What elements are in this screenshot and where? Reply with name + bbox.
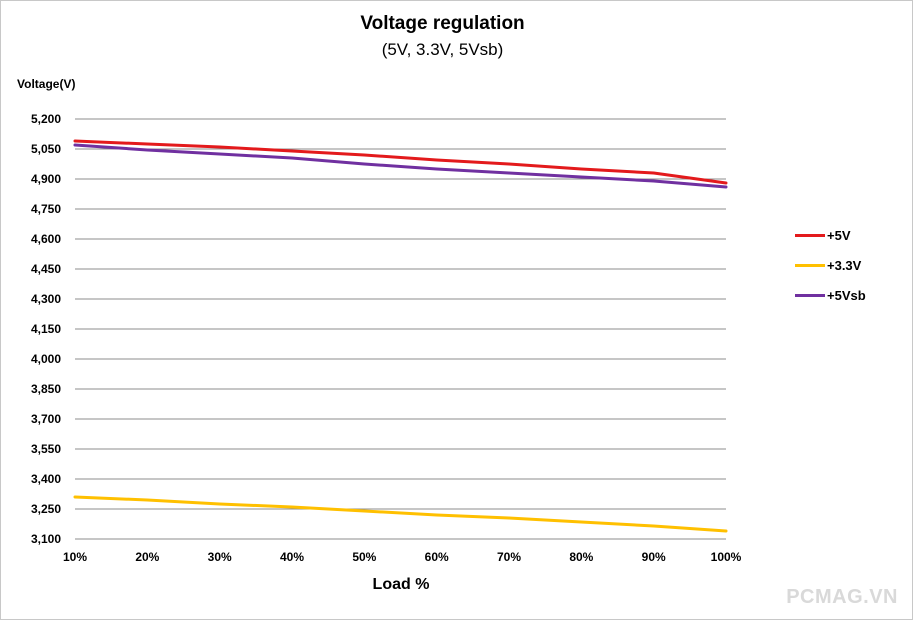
chart-subtitle: (5V, 3.3V, 5Vsb) <box>381 40 504 59</box>
y-tick-label: 3,550 <box>31 442 61 456</box>
y-tick-label: 3,700 <box>31 412 61 426</box>
legend-label-5vsb: +5Vsb <box>827 288 866 303</box>
x-tick-label: 40% <box>280 550 304 564</box>
watermark: PCMAG.VN <box>786 586 898 608</box>
x-tick-label: 10% <box>63 550 87 564</box>
y-tick-label: 4,450 <box>31 262 61 276</box>
y-tick-label: 4,750 <box>31 202 61 216</box>
x-tick-label: 60% <box>425 550 449 564</box>
chart-title: Voltage regulation <box>360 13 525 34</box>
legend-swatch-5v <box>795 234 825 237</box>
x-tick-label: 20% <box>135 550 159 564</box>
y-tick-label: 3,100 <box>31 532 61 546</box>
x-tick-label: 70% <box>497 550 521 564</box>
y-tick-label: 3,850 <box>31 382 61 396</box>
x-tick-label: 80% <box>569 550 593 564</box>
y-tick-label: 4,900 <box>31 172 61 186</box>
series-line-5v <box>73 139 728 185</box>
y-tick-label: 4,000 <box>31 352 61 366</box>
x-tick-label: 100% <box>711 550 742 564</box>
y-tick-label: 4,600 <box>31 232 61 246</box>
y-tick-label: 5,200 <box>31 112 61 126</box>
x-tick-label: 30% <box>208 550 232 564</box>
y-tick-label: 3,400 <box>31 472 61 486</box>
legend-item-5vsb: +5Vsb <box>795 287 905 304</box>
x-axis-label: Load % <box>372 576 430 593</box>
legend-label-3v3: +3.3V <box>827 258 862 273</box>
y-tick-label: 4,150 <box>31 322 61 336</box>
x-tick-label: 90% <box>642 550 666 564</box>
legend-item-3v3: +3.3V <box>795 257 905 274</box>
legend-swatch-3v3 <box>795 264 825 267</box>
y-tick-label: 5,050 <box>31 142 61 156</box>
y-tick-label: 4,300 <box>31 292 61 306</box>
series-line-33v <box>73 495 728 533</box>
legend: +5V +3.3V +5Vsb <box>795 227 905 317</box>
x-tick-label: 50% <box>352 550 376 564</box>
legend-label-5v: +5V <box>827 228 851 243</box>
y-tick-label: 3,250 <box>31 502 61 516</box>
legend-swatch-5vsb <box>795 294 825 297</box>
legend-item-5v: +5V <box>795 227 905 244</box>
series-line-5vsb <box>73 143 728 189</box>
y-axis-label: Voltage(V) <box>17 77 76 91</box>
